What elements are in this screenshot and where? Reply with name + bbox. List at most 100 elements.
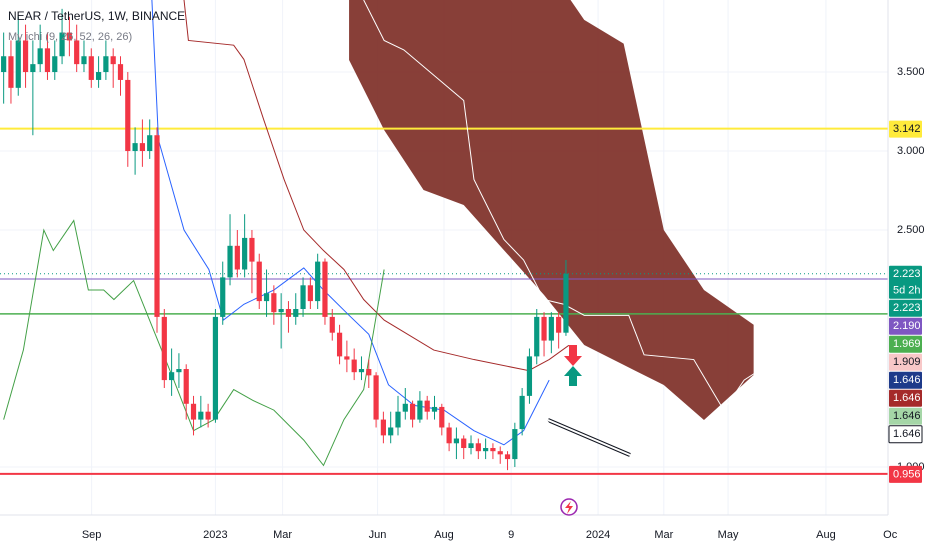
candle-body [271, 293, 277, 313]
x-tick-label: 9 [508, 529, 514, 541]
candle-body [44, 48, 51, 73]
price-label-text: 2.223 [893, 268, 921, 280]
candle-body [300, 285, 306, 309]
x-tick-label: Jun [369, 529, 387, 541]
candle-body [242, 237, 248, 270]
candle-body [205, 411, 211, 420]
price-label-text: 2.223 [893, 302, 921, 314]
price-label-box [889, 317, 922, 335]
price-label: 1.646 [889, 371, 922, 389]
candle-body [336, 332, 343, 357]
candle-body [366, 369, 372, 376]
buy-arrow [564, 366, 582, 386]
candle-body [395, 411, 401, 428]
candle-body [22, 40, 29, 73]
indicator-line [3, 219, 385, 467]
price-label-box [889, 353, 922, 371]
candle-body [227, 245, 233, 278]
x-tick-label: Mar [654, 529, 673, 541]
candle-body [344, 356, 350, 360]
price-label-box [889, 265, 922, 299]
candle-body [556, 316, 562, 333]
candle-body [125, 79, 131, 152]
candle-body [461, 438, 467, 449]
candle-body [198, 411, 204, 420]
candle-body [475, 443, 481, 452]
candle-body [512, 429, 518, 460]
price-label-box [889, 407, 922, 425]
candle-body [315, 261, 321, 302]
arrow-head [542, 409, 559, 431]
candle-body [169, 372, 175, 381]
candle-body [373, 375, 379, 420]
candle-body [483, 448, 489, 452]
annotations [542, 345, 631, 516]
candle-body [117, 64, 124, 80]
candle-body [176, 369, 182, 373]
price-label-text: 1.909 [893, 356, 921, 368]
price-label: 1.646 [889, 407, 922, 425]
price-label: 2.223 [889, 299, 922, 317]
candle-body [541, 316, 547, 341]
plot-area [0, 0, 888, 515]
candle-body [161, 316, 167, 381]
candle-body [249, 237, 255, 262]
y-tick-label: 2.500 [897, 224, 925, 236]
price-label-box [889, 371, 922, 389]
candle-body [81, 56, 87, 65]
arrow [547, 419, 631, 456]
chart-title: NEAR / TetherUS, 1W, BINANCE [8, 9, 185, 23]
candle-body [154, 135, 160, 317]
x-tick-label: Sep [82, 529, 102, 541]
candle-body [453, 438, 460, 444]
price-label-box [889, 299, 922, 317]
candle-body [15, 40, 21, 88]
price-label: 1.909 [889, 353, 922, 371]
candle-body [446, 427, 452, 444]
price-label-box [889, 335, 922, 353]
ichimoku-cloud [349, 0, 754, 421]
price-label: 2.223 5d 2h [889, 265, 922, 299]
candle-body [95, 72, 102, 80]
x-tick-label: Mar [273, 529, 292, 541]
x-tick-label: Aug [434, 529, 454, 541]
candle-body [147, 135, 153, 152]
candle-body [351, 359, 357, 373]
candle-body [490, 448, 496, 452]
candle-body [8, 56, 14, 88]
price-label-text: 1.646 [893, 392, 921, 404]
candle-body [1, 56, 7, 73]
price-label-box [889, 120, 922, 138]
event-bolt [565, 501, 573, 514]
candle-body [402, 403, 408, 412]
candle-body [358, 369, 365, 373]
x-tick-label: 2023 [203, 529, 227, 541]
candle-body [439, 406, 445, 428]
candle-body [409, 403, 416, 420]
candle-body [103, 56, 109, 73]
candle-body [322, 261, 328, 317]
price-label: 1.969 [889, 335, 922, 353]
price-label-text: 1.969 [893, 338, 921, 350]
indicator-line [363, 0, 760, 412]
price-label: 1.646 [888, 425, 923, 444]
candle-body [293, 309, 299, 317]
candle-body [263, 293, 270, 302]
x-tick-label: Oc [883, 529, 898, 541]
indicator-line [151, 0, 550, 446]
candle-body [37, 48, 43, 65]
candle-body [132, 143, 138, 152]
price-label-text: 1.646 [893, 410, 921, 422]
candle-body [234, 245, 240, 270]
candle-body [212, 316, 219, 420]
candle-body [388, 427, 394, 436]
y-tick-label: 3.500 [897, 66, 925, 78]
price-label-text: 1.646 [893, 374, 921, 386]
x-tick-label: Aug [816, 529, 836, 541]
candle-body [110, 56, 116, 65]
price-label-text: 1.646 [893, 428, 921, 440]
candle-body [190, 403, 197, 420]
candle-body [497, 451, 503, 455]
candle-body [424, 400, 430, 412]
